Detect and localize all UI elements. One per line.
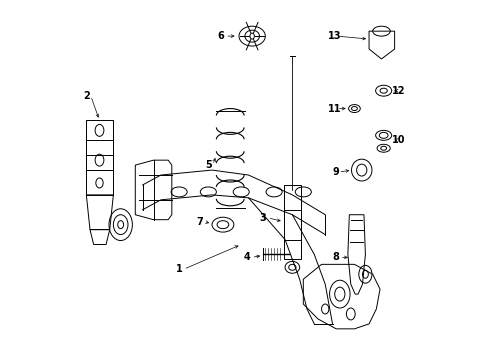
Text: 7: 7 — [196, 217, 203, 227]
Text: 12: 12 — [391, 86, 404, 96]
Text: 4: 4 — [243, 252, 250, 262]
Text: 10: 10 — [391, 135, 404, 145]
Text: 2: 2 — [83, 91, 89, 101]
Text: 11: 11 — [327, 104, 341, 113]
Text: 5: 5 — [204, 160, 211, 170]
Text: 8: 8 — [332, 252, 339, 262]
Text: 6: 6 — [217, 31, 224, 41]
Text: 13: 13 — [327, 31, 341, 41]
Text: 3: 3 — [259, 213, 266, 223]
Text: 9: 9 — [332, 167, 339, 177]
Text: 1: 1 — [175, 264, 182, 274]
